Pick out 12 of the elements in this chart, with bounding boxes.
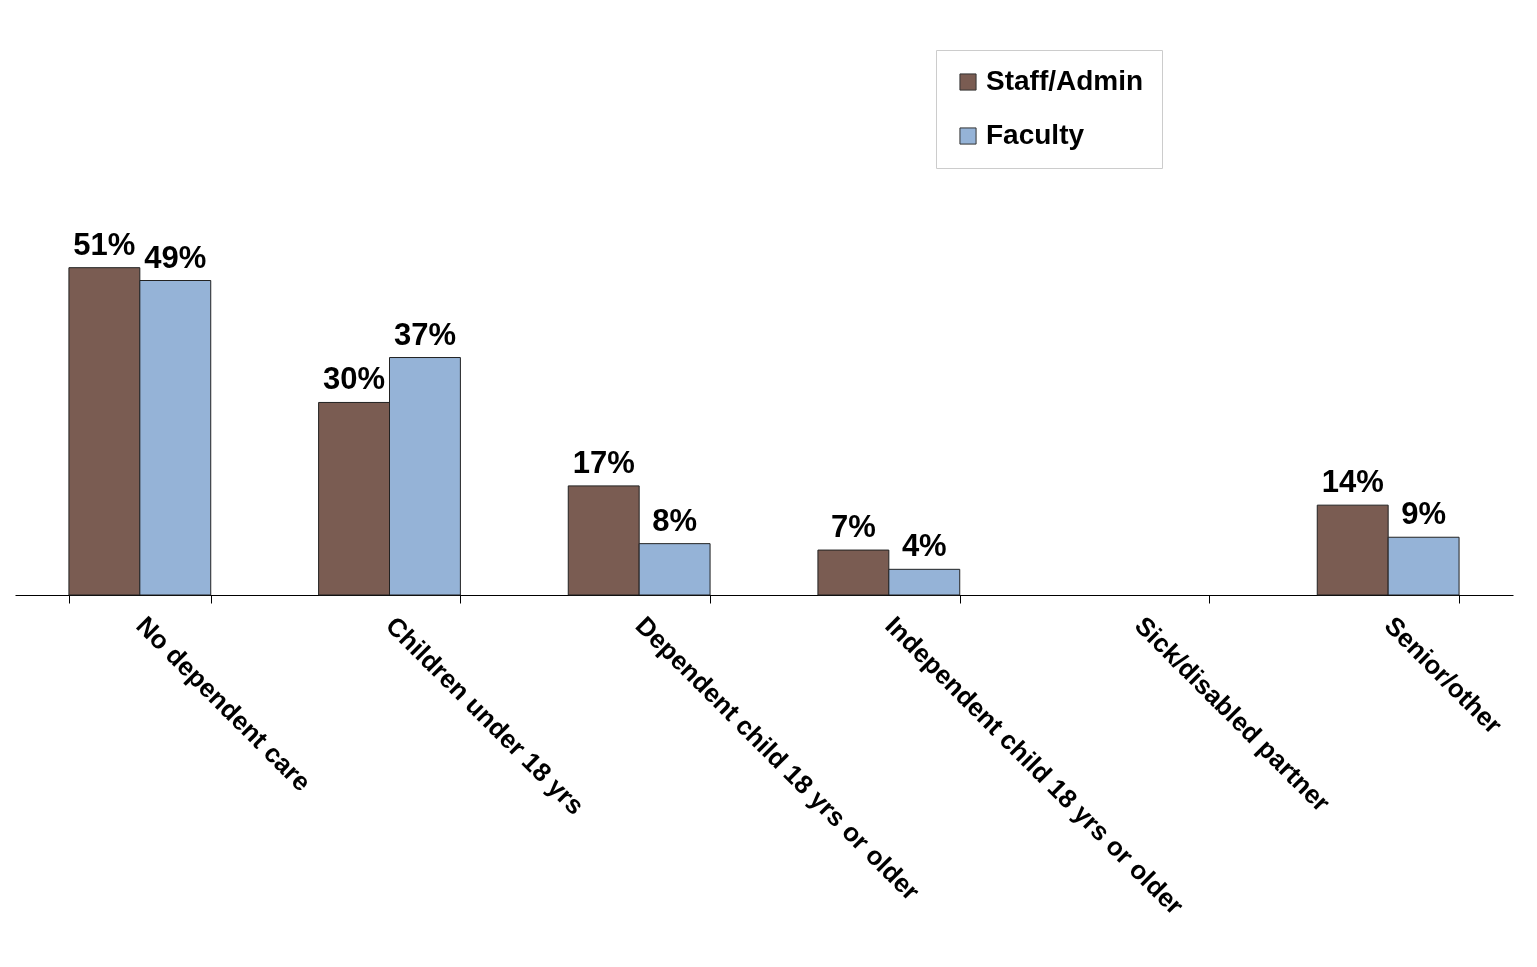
data-label: 4%	[901, 528, 947, 564]
data-label: 37%	[393, 316, 456, 352]
data-label: 49%	[144, 239, 207, 275]
data-label: 14%	[1321, 464, 1384, 500]
data-label: 8%	[652, 502, 698, 538]
data-label: 51%	[73, 226, 136, 262]
legend-label: Faculty	[986, 119, 1085, 150]
data-label: 30%	[323, 361, 386, 397]
data-label: 17%	[572, 444, 635, 480]
data-label: 9%	[1401, 496, 1447, 532]
data-label: 7%	[830, 509, 876, 545]
legend-label: Staff/Admin	[986, 65, 1144, 96]
